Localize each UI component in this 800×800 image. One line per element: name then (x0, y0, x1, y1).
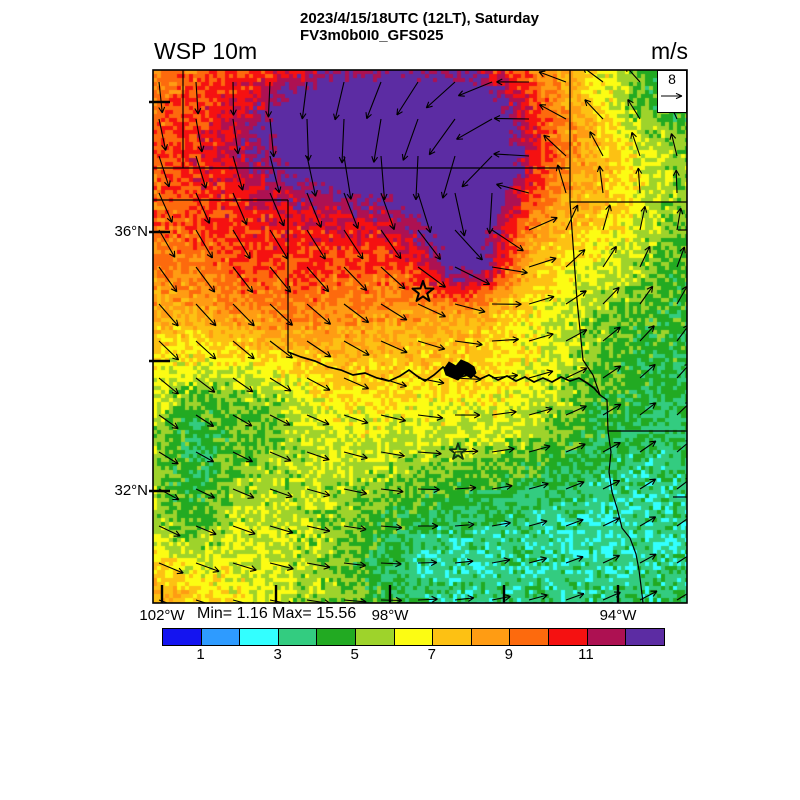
colorbar-cell (355, 629, 394, 645)
colorbar-tick-label: 1 (196, 646, 205, 663)
lake (443, 359, 477, 381)
colorbar-cell (316, 629, 356, 645)
state-border (569, 201, 601, 396)
colorbar-cell (470, 629, 510, 645)
lat-axis-label: 36°N (114, 223, 148, 240)
wind-speed-field-map (153, 70, 687, 603)
state-border (599, 394, 609, 432)
colorbar-cell (200, 629, 240, 645)
colorbar-cell (432, 629, 471, 645)
lon-axis-label: 98°W (371, 607, 409, 624)
reference-arrow-icon (661, 92, 683, 100)
chart-model-title: FV3m0b0I0_GFS025 (300, 27, 444, 44)
colorbar-cell (277, 629, 317, 645)
colorbar-tick-label: 5 (350, 646, 359, 663)
colorbar-cell (509, 629, 549, 645)
colorbar-cell (586, 629, 626, 645)
map-frame (152, 69, 688, 604)
colorbar-tick-label: 9 (504, 646, 514, 663)
chart-datetime-title: 2023/4/15/18UTC (12LT), Saturday (300, 10, 539, 27)
axis-ticks (149, 100, 620, 603)
state-border (611, 491, 644, 603)
reference-arrow-value: 8 (668, 71, 676, 87)
lon-axis-label: 102°W (139, 607, 185, 624)
colorbar-tick-label: 3 (273, 646, 282, 663)
colorbar-tick-label: 7 (427, 646, 436, 663)
units-label: m/s (650, 38, 688, 64)
lat-axis-label: 32°N (114, 482, 148, 499)
variable-label: WSP 10m (154, 38, 258, 64)
reference-arrow-box: 8 (657, 70, 687, 113)
colorbar-cell (625, 629, 664, 645)
min-max-label: Min= 1.16 Max= 15.56 (197, 605, 357, 622)
lon-axis-label: 94°W (599, 607, 637, 624)
wind-vectors (158, 70, 687, 603)
red-river (287, 351, 601, 396)
city-star (411, 280, 435, 302)
colorbar (162, 628, 665, 646)
colorbar-cell (393, 629, 433, 645)
colorbar-tick-label: 11 (578, 646, 594, 663)
colorbar-cell (163, 629, 201, 645)
state-border (607, 430, 613, 493)
city-star (449, 442, 467, 460)
colorbar-cell (239, 629, 278, 645)
colorbar-cell (548, 629, 587, 645)
